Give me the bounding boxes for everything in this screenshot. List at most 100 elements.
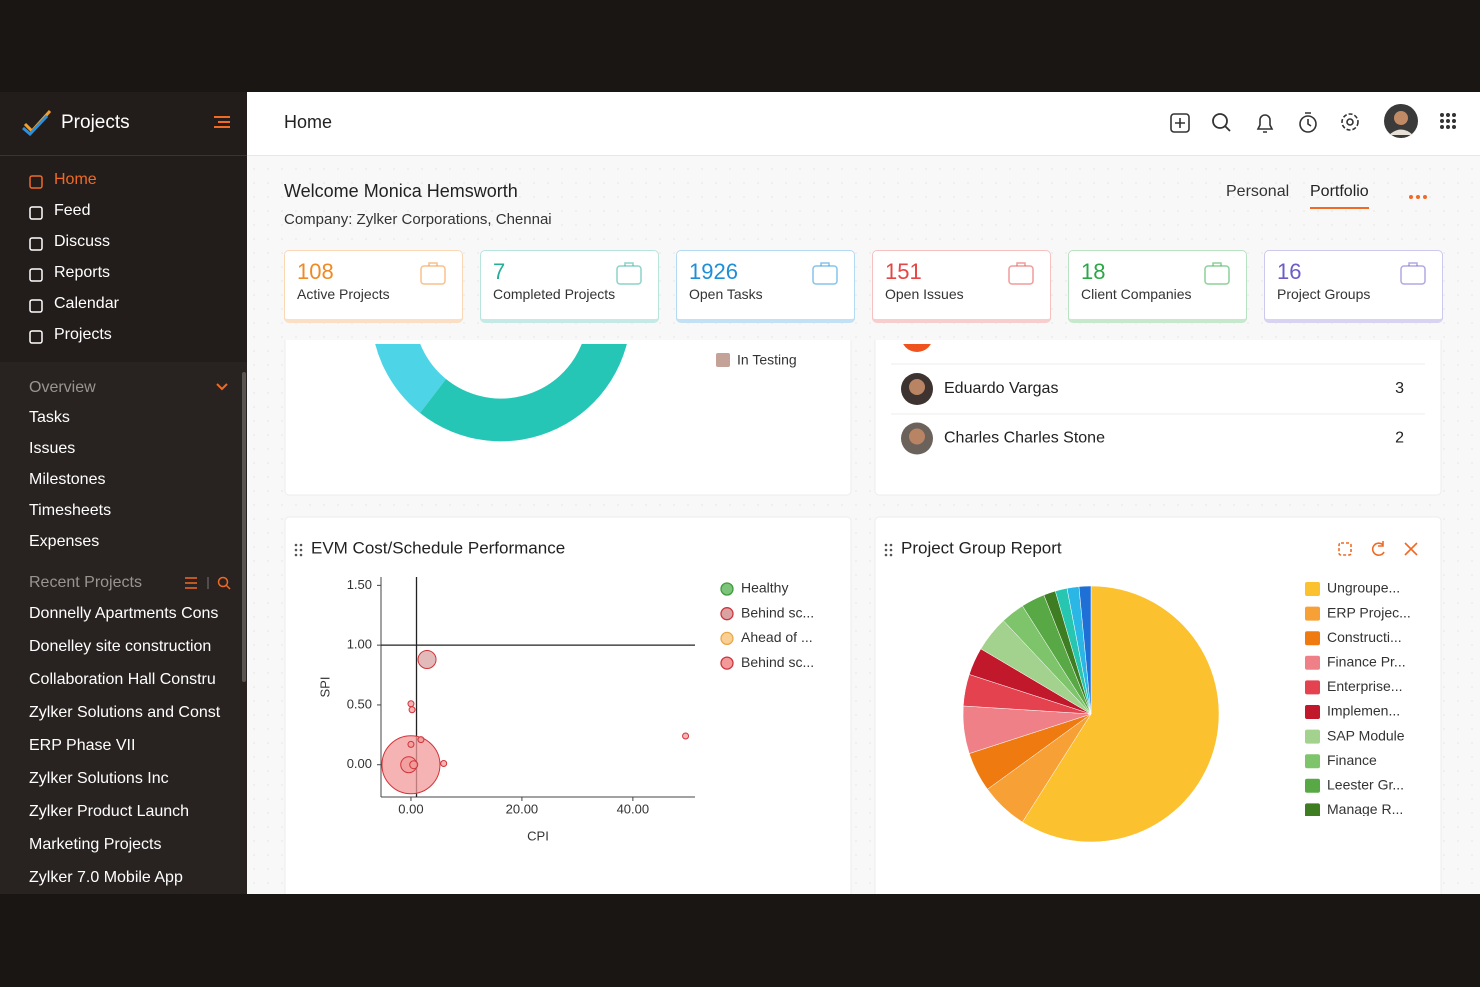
y-axis-label: SPI <box>317 677 332 698</box>
recent-project[interactable]: Donnelly Apartments Cons <box>29 605 219 622</box>
drag-handle[interactable] <box>294 543 303 557</box>
member-count: 2 <box>1395 430 1404 447</box>
overview-item[interactable]: Tasks <box>29 409 70 426</box>
legend-label: Behind sc... <box>741 604 814 620</box>
recent-project[interactable]: Donelley site construction <box>29 638 212 655</box>
welcome-text: Welcome Monica Hemsworth <box>284 181 518 201</box>
stat-icon <box>1204 262 1230 285</box>
stat-value: 1926 <box>689 259 738 284</box>
legend-label: In Testing <box>737 352 797 368</box>
overview-title[interactable]: Overview <box>29 379 96 396</box>
legend-swatch <box>1305 582 1320 596</box>
stat-label: Project Groups <box>1277 286 1371 302</box>
nav-item[interactable]: Discuss <box>54 233 111 250</box>
toolbar-icons[interactable] <box>1157 102 1477 146</box>
company-label: Company: <box>284 211 353 228</box>
stat-card[interactable]: 108 Active Projects <box>284 250 463 323</box>
stat-card[interactable]: 151 Open Issues <box>872 250 1051 323</box>
legend-label: Healthy <box>741 580 788 596</box>
scatter-point <box>417 650 437 669</box>
more-menu[interactable] <box>1407 190 1429 204</box>
sidebar-lower <box>0 362 247 894</box>
tab-active[interactable]: Portfolio <box>1310 183 1369 209</box>
panel-actions[interactable] <box>1338 541 1418 556</box>
recent-project[interactable]: Zylker Product Launch <box>29 803 190 820</box>
recent-project[interactable]: Zylker Solutions and Const <box>29 704 221 721</box>
panel-title: EVM Cost/Schedule Performance <box>311 538 565 557</box>
stat-icon <box>616 262 642 285</box>
nav-item[interactable]: Projects <box>54 326 112 343</box>
menu-toggle[interactable] <box>212 114 232 130</box>
x-tick-label: 40.00 <box>617 801 650 816</box>
nav-item[interactable]: Reports <box>54 264 111 281</box>
panels-canvas: In Testing EVM Cost/Schedule Performance… <box>284 340 1442 894</box>
legend-label: Leester Gr... <box>1327 777 1404 793</box>
stat-value: 18 <box>1081 259 1106 284</box>
app-name: Projects <box>61 112 130 133</box>
scatter-point <box>682 732 690 740</box>
recent-tools[interactable] <box>183 575 233 591</box>
member-name: Eduardo Vargas <box>944 380 1058 397</box>
stat-value: 108 <box>297 259 334 284</box>
overview-item[interactable]: Issues <box>29 440 76 457</box>
legend-label: Constructi... <box>1327 629 1402 645</box>
stat-icon <box>420 262 446 285</box>
nav-icon <box>29 237 43 251</box>
legend-marker <box>720 631 734 646</box>
stat-icon <box>1400 262 1426 285</box>
pie-slice <box>1078 585 1092 715</box>
drag-handle[interactable] <box>884 543 893 557</box>
recent-project[interactable]: Zylker 7.0 Mobile App <box>29 869 183 886</box>
y-tick-label: 1.50 <box>347 577 372 592</box>
recent-project[interactable]: Zylker Solutions Inc <box>29 770 169 787</box>
nav-icon <box>29 330 43 344</box>
legend-swatch <box>1305 754 1320 769</box>
legend-swatch <box>1305 631 1320 646</box>
stat-icon <box>1008 262 1034 285</box>
legend-swatch <box>1305 803 1320 816</box>
nav-item[interactable]: Calendar <box>54 295 119 312</box>
nav-item[interactable]: Feed <box>54 202 91 219</box>
recent-project[interactable]: Collaboration Hall Constru <box>29 671 216 688</box>
member-face <box>909 379 925 395</box>
tab[interactable]: Personal <box>1226 183 1290 200</box>
panel-title: Project Group Report <box>901 538 1062 557</box>
stat-card[interactable]: 1926 Open Tasks <box>676 250 855 323</box>
scatter-point <box>409 760 419 770</box>
stat-label: Open Tasks <box>689 286 763 302</box>
top-bar <box>247 92 1480 156</box>
scatter-point <box>407 700 415 708</box>
legend-swatch <box>1305 606 1320 621</box>
legend-label: Behind sc... <box>741 654 814 670</box>
nav-icon <box>29 268 43 282</box>
stat-card[interactable]: 18 Client Companies <box>1068 250 1247 323</box>
y-tick-label: 1.00 <box>347 637 372 652</box>
stat-value: 7 <box>493 259 506 284</box>
member-face <box>909 428 925 445</box>
chevron[interactable] <box>215 382 229 392</box>
dashboard-panels: In Testing EVM Cost/Schedule Performance… <box>247 340 1480 894</box>
sidebar: Projects Overview Recent Projects Home Fe… <box>0 92 247 894</box>
stat-card[interactable]: 7 Completed Projects <box>480 250 659 323</box>
legend-label: SAP Module <box>1327 727 1405 743</box>
legend-swatch <box>1305 705 1320 719</box>
overview-item[interactable]: Expenses <box>29 533 100 550</box>
stat-card[interactable]: 16 Project Groups <box>1264 250 1443 323</box>
nav-icon <box>29 299 43 313</box>
logo-icon <box>22 109 52 136</box>
nav-item[interactable]: Home <box>54 171 97 188</box>
overview-item[interactable]: Timesheets <box>29 502 112 519</box>
company-name: Zylker Corporations, Chennai <box>356 211 552 228</box>
recent-project[interactable]: Marketing Projects <box>29 836 162 853</box>
status-donut-cropped <box>375 344 931 442</box>
legend-label: ERP Projec... <box>1327 604 1411 620</box>
x-tick-label: 20.00 <box>506 801 539 816</box>
bottom-band <box>0 894 1480 987</box>
stat-value: 16 <box>1277 259 1302 284</box>
legend-label: Finance <box>1327 752 1377 768</box>
overview-item[interactable]: Milestones <box>29 471 106 488</box>
stat-label: Active Projects <box>297 286 390 302</box>
recent-project[interactable]: ERP Phase VII <box>29 737 136 754</box>
y-tick-label: 0.00 <box>347 756 372 771</box>
legend-label: Manage R... <box>1327 801 1403 817</box>
